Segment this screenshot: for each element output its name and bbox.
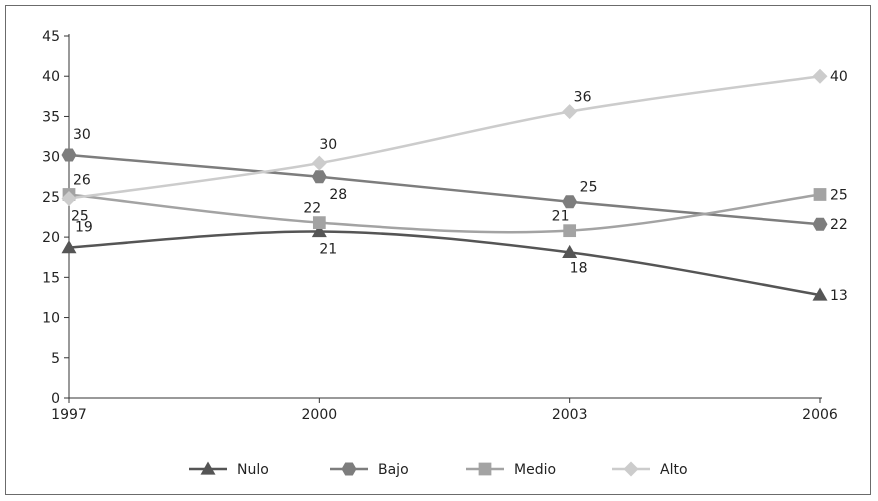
y-tick-label: 20	[42, 230, 60, 246]
data-label: 30	[319, 137, 337, 153]
y-tick-label: 30	[42, 150, 60, 166]
data-point-nulo	[61, 240, 77, 254]
legend-label: Bajo	[378, 462, 409, 478]
data-point-nulo	[812, 287, 828, 301]
series-line-bajo	[68, 153, 821, 226]
legend-label: Nulo	[237, 462, 269, 478]
data-label: 40	[830, 69, 848, 85]
data-label: 30	[73, 127, 91, 143]
data-point-alto	[61, 190, 77, 206]
chart-frame	[5, 5, 871, 495]
y-tick-label: 5	[51, 351, 60, 367]
data-label: 25	[580, 180, 598, 196]
data-label: 13	[830, 288, 848, 304]
data-label: 21	[552, 209, 570, 225]
data-label: 19	[75, 220, 93, 236]
data-label: 26	[73, 172, 91, 188]
legend-label: Medio	[514, 462, 556, 478]
legend-marker-medio	[478, 462, 492, 476]
data-point-bajo	[562, 195, 578, 209]
legend-marker-nulo	[200, 461, 216, 475]
y-tick-label: 15	[42, 270, 60, 286]
data-point-nulo	[311, 223, 327, 238]
data-point-nulo	[562, 244, 578, 259]
x-tick-label: 2006	[802, 407, 838, 423]
data-point-alto	[562, 104, 578, 120]
data-label: 22	[830, 217, 848, 233]
y-tick-label: 35	[42, 109, 60, 125]
x-tick-label: 2003	[552, 407, 588, 423]
data-label: 28	[329, 187, 347, 203]
data-point-alto	[812, 68, 828, 84]
legend-marker-alto	[623, 461, 639, 477]
x-tick-label: 1997	[51, 407, 87, 423]
data-point-alto	[311, 155, 327, 171]
data-label: 25	[71, 208, 89, 224]
y-tick-label: 25	[42, 190, 60, 206]
series-line-alto	[68, 74, 821, 200]
data-point-medio	[312, 216, 326, 230]
data-point-bajo	[311, 170, 327, 184]
data-point-medio	[563, 224, 577, 238]
y-tick-label: 10	[42, 311, 60, 327]
data-label: 36	[574, 90, 592, 106]
data-point-bajo	[812, 217, 828, 231]
series-line-medio	[68, 193, 821, 234]
x-tick-label: 2000	[302, 407, 338, 423]
y-tick-label: 40	[42, 69, 60, 85]
data-label: 22	[303, 201, 321, 217]
y-tick-label: 45	[42, 29, 60, 45]
data-label: 21	[319, 241, 337, 257]
data-label: 25	[830, 187, 848, 203]
series-line-nulo	[68, 230, 821, 297]
data-label: 18	[570, 260, 588, 276]
data-point-bajo	[61, 148, 77, 162]
y-tick-label: 0	[51, 391, 60, 407]
data-point-medio	[813, 188, 827, 201]
legend-label: Alto	[660, 462, 688, 478]
legend-marker-bajo	[341, 462, 357, 476]
